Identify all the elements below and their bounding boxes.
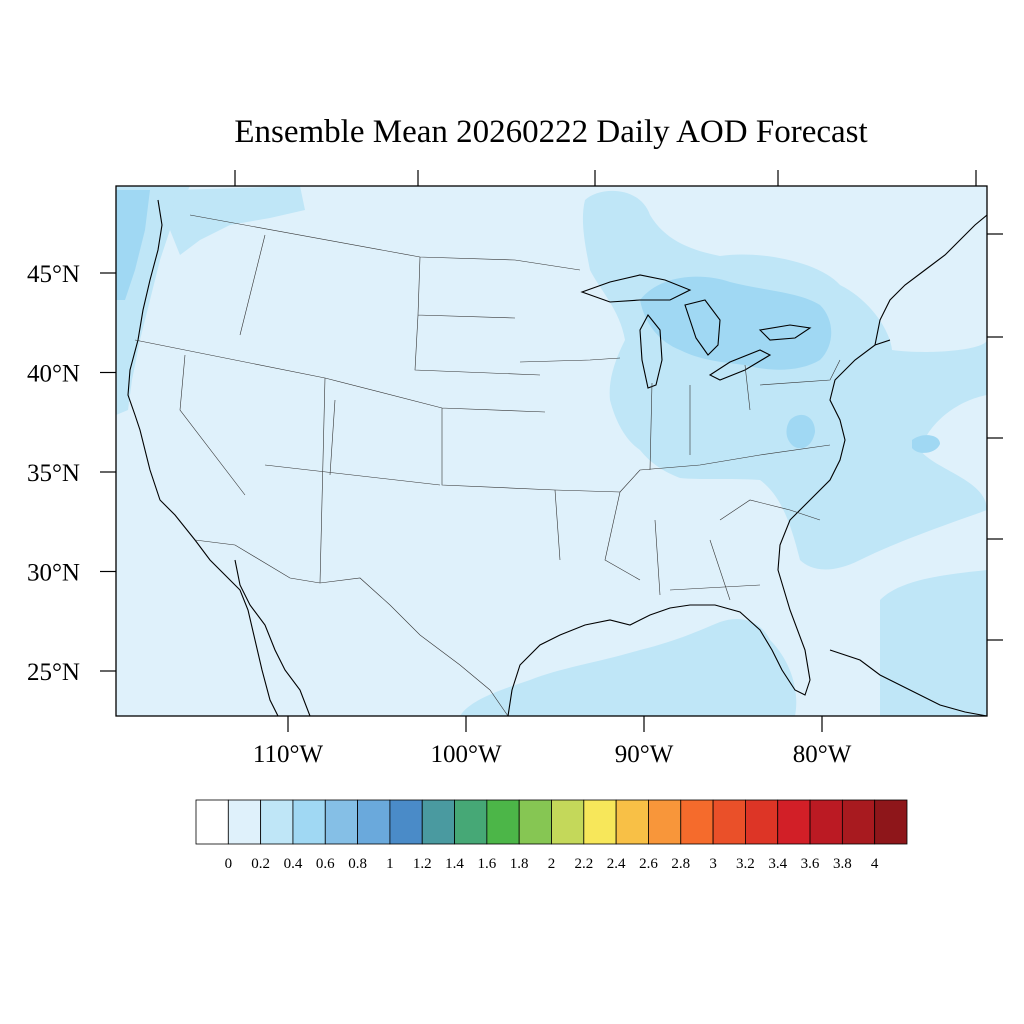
colorbar-swatch [454,799,488,845]
lon-tick-label: 80°W [793,741,852,768]
pacific-coastline [127,199,279,716]
lat-tick-label: 45°N [27,261,80,288]
colorbar-swatch [745,799,779,845]
border-mexico-us [194,539,509,716]
colorbar-swatch [712,799,746,845]
colorbar-label: 2.2 [574,856,593,872]
colorbar-label: 2.4 [607,856,626,872]
colorbar-swatch [615,799,649,845]
colorbar-label: 0 [225,856,233,872]
colorbar-label: 3.6 [801,856,820,872]
lat-tick-label: 30°N [27,560,80,587]
colorbar-label: 1 [386,856,394,872]
map-title: Ensemble Mean 20260222 Daily AOD Forecas… [234,114,867,150]
border-interior-west [134,234,621,584]
coastline [127,199,987,716]
lat-tick-label: 25°N [27,659,80,686]
colorbar-label: 3.8 [833,856,852,872]
colorbar-label: 3.4 [768,856,787,872]
colorbar-label: 0.2 [251,856,270,872]
colorbar-swatch [841,799,876,845]
colorbar [195,799,908,845]
colorbar-swatch [680,799,714,845]
colorbar-swatch [324,799,358,845]
aod-region-northeast-core [640,276,832,370]
lake-erie [708,349,772,381]
colorbar-swatch [421,799,455,845]
colorbar-swatch [195,799,229,845]
latitude-axis: 45°N 40°N 35°N 30°N 25°N [27,261,116,686]
lake-huron [684,299,721,356]
aod-region-northwest-washington [170,186,305,255]
baja-california-coast [234,559,311,716]
colorbar-label: 3.2 [736,856,755,872]
colorbar-label: 0.4 [284,856,303,872]
colorbar-swatch [583,799,617,845]
colorbar-labels: 0 0.2 0.4 0.6 0.8 1 1.2 1.4 1.6 1.8 2 2.2 2.4 2.6 2.8 3… [225,856,879,872]
lake-superior [580,274,692,303]
colorbar-label: 0.8 [348,856,367,872]
colorbar-swatch [357,799,391,845]
colorbar-swatch [518,799,552,845]
border-canada-us [189,214,581,271]
colorbar-label: 1.2 [413,856,432,872]
colorbar-swatch [260,799,294,845]
aod-contour-0.4-0.6 [116,190,940,453]
colorbar-swatch [486,799,520,845]
cuba-coastline [829,649,987,716]
colorbar-label: 1.6 [477,856,496,872]
colorbar-label: 4 [871,856,879,872]
lon-tick-label: 100°W [430,741,501,768]
gulf-coastline [507,339,891,716]
aod-region-washington-coast [116,190,150,300]
colorbar-label: 3 [709,856,717,872]
colorbar-swatch [292,799,326,845]
colorbar-label: 1.4 [445,856,464,872]
colorbar-label: 0.6 [316,856,335,872]
map-frame [115,185,988,717]
colorbar-swatch [777,799,811,845]
colorbar-swatch [551,799,585,845]
colorbar-label: 2.6 [639,856,658,872]
colorbar-label: 2.8 [671,856,690,872]
colorbar-label: 1.8 [510,856,529,872]
state-borders [134,214,841,716]
colorbar-swatch [809,799,843,845]
lon-tick-label: 110°W [253,741,324,768]
colorbar-label: 2 [548,856,556,872]
aod-region-chesapeake [786,414,815,449]
aod-region-atlantic-offshore [880,570,987,716]
lat-tick-label: 40°N [27,361,80,388]
map-frame-ticks [234,170,1003,641]
colorbar-swatch [648,799,682,845]
colorbar-swatch [389,799,423,845]
map-panel [116,186,987,716]
lake-ontario [758,324,812,341]
colorbar-swatch [227,799,262,845]
aod-region-gulf-of-mexico [460,619,797,716]
aod-region-atlantic-spot [912,435,940,453]
border-interior-east [519,357,841,601]
longitude-axis: 110°W 100°W 90°W 80°W [253,716,852,768]
colorbar-swatch [874,799,908,845]
atlantic-northeast-coast [874,214,987,346]
lat-tick-label: 35°N [27,460,80,487]
lon-tick-label: 90°W [615,741,674,768]
